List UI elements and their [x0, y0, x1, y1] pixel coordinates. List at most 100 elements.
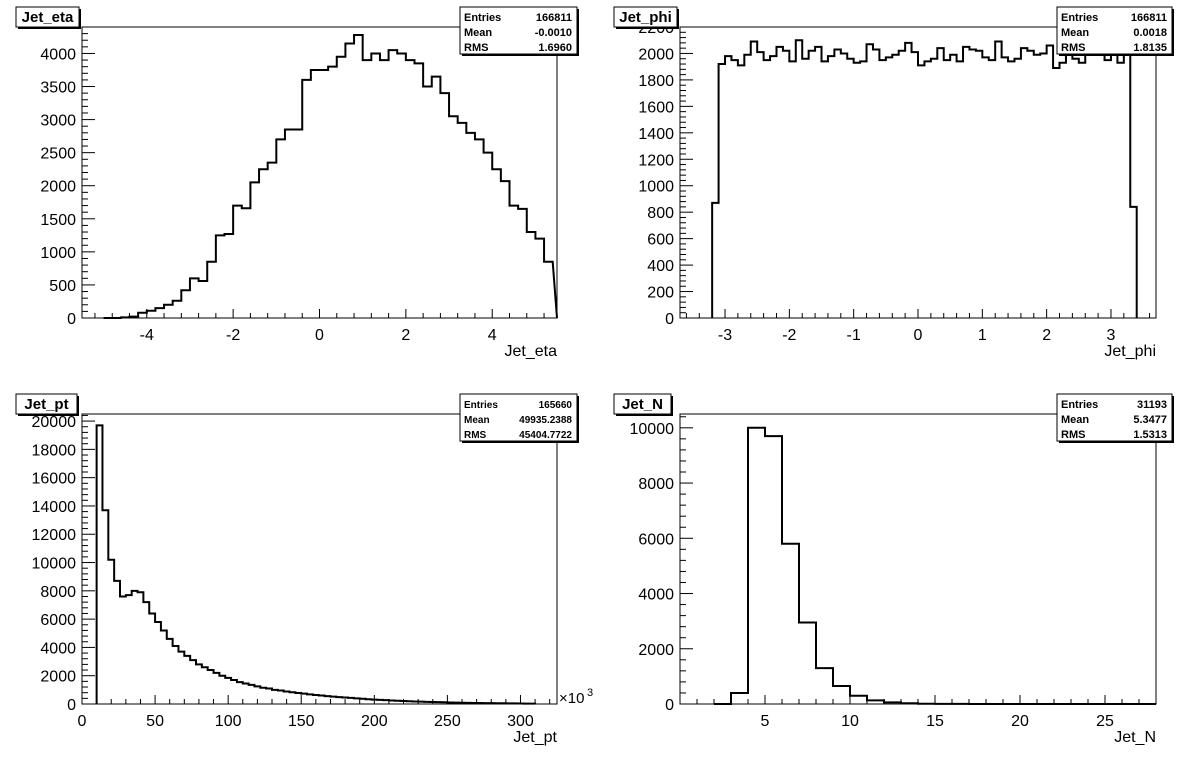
stats-value: 31193 — [1137, 399, 1167, 411]
stats-value: 45404.7722 — [519, 430, 572, 441]
y-tick-label: 2000 — [638, 46, 674, 63]
x-tick-label: 5 — [761, 713, 770, 730]
y-tick-label: 2000 — [40, 669, 76, 686]
y-tick-label: 800 — [647, 205, 674, 222]
y-tick-label: 6000 — [40, 612, 76, 629]
y-tick-label: 0 — [665, 697, 674, 714]
x-tick-label: 4 — [488, 327, 497, 344]
stats-value: 165660 — [539, 400, 573, 411]
histogram-title: Jet_pt — [24, 396, 68, 413]
stats-label: RMS — [464, 42, 488, 54]
stats-value: 1.6960 — [538, 42, 572, 54]
y-tick-label: 1000 — [40, 245, 76, 262]
stats-label: Entries — [1061, 399, 1098, 411]
plot-frame — [81, 413, 558, 705]
y-tick-label: 1800 — [638, 73, 674, 90]
x-tick-label: 0 — [914, 327, 923, 344]
x-tick-label: 200 — [361, 713, 388, 730]
stats-value: 49935.2388 — [519, 415, 572, 426]
histogram-title-box — [15, 393, 78, 415]
x-axis-exponent-power: 3 — [587, 687, 593, 699]
x-tick-label: 300 — [507, 713, 534, 730]
histogram-pad-jet-phi: 0200400600800100012001400160018002000220… — [613, 6, 1174, 360]
histogram-title-box — [15, 6, 80, 28]
stats-label: Mean — [1061, 27, 1089, 39]
y-tick-label: 6000 — [638, 531, 674, 548]
stats-box — [459, 6, 578, 55]
stats-box — [1056, 6, 1173, 55]
histogram-series — [711, 39, 1138, 318]
stats-label: Mean — [1061, 414, 1089, 426]
stats-label: Mean — [464, 415, 490, 426]
y-tick-label: 12000 — [32, 527, 77, 544]
y-tick-label: 10000 — [630, 421, 675, 438]
y-tick-label: 200 — [647, 285, 674, 302]
x-axis-title: Jet_pt — [513, 729, 557, 746]
y-tick-label: 10000 — [32, 556, 77, 573]
x-tick-label: -3 — [718, 327, 732, 344]
x-tick-label: 50 — [146, 713, 164, 730]
x-tick-label: 0 — [315, 327, 324, 344]
y-tick-label: 2500 — [40, 146, 76, 163]
stats-label: Entries — [1061, 12, 1098, 24]
stats-label: RMS — [1061, 429, 1085, 441]
x-tick-label: -2 — [226, 327, 240, 344]
histogram-title-box — [613, 393, 672, 415]
x-tick-label: 15 — [926, 713, 944, 730]
stats-label: Mean — [464, 27, 492, 39]
stats-label: RMS — [464, 430, 487, 441]
y-tick-label: 3000 — [40, 113, 76, 130]
stats-label: RMS — [1061, 42, 1085, 54]
plot-frame — [679, 26, 1157, 319]
x-tick-label: -2 — [782, 327, 796, 344]
y-tick-label: 500 — [49, 278, 76, 295]
stats-label: Entries — [464, 12, 501, 24]
y-tick-label: 1400 — [638, 126, 674, 143]
histogram-series — [95, 424, 537, 705]
stats-label: Entries — [464, 400, 498, 411]
y-tick-label: 1500 — [40, 212, 76, 229]
stats-value: 166811 — [536, 12, 572, 24]
y-tick-label: 16000 — [32, 471, 77, 488]
x-tick-label: -4 — [140, 327, 154, 344]
stats-value: 166811 — [1131, 12, 1167, 24]
histogram-title: Jet_phi — [619, 9, 672, 26]
y-tick-label: 8000 — [638, 476, 674, 493]
histogram-title: Jet_N — [622, 396, 663, 413]
x-tick-label: 0 — [78, 713, 87, 730]
stats-value: 5.3477 — [1133, 414, 1167, 426]
histogram-title: Jet_eta — [22, 9, 74, 26]
stats-value: 1.8135 — [1133, 42, 1167, 54]
x-axis-title: Jet_N — [1114, 729, 1156, 746]
y-tick-label: 14000 — [32, 499, 77, 516]
x-tick-label: 25 — [1096, 713, 1114, 730]
stats-value: 1.5313 — [1133, 429, 1167, 441]
y-tick-label: 8000 — [40, 584, 76, 601]
x-tick-label: 2 — [401, 327, 410, 344]
x-tick-label: 150 — [288, 713, 315, 730]
y-tick-label: 18000 — [32, 442, 77, 459]
x-axis-title: Jet_eta — [505, 343, 558, 360]
stats-box — [459, 393, 578, 442]
y-tick-label: 2000 — [638, 642, 674, 659]
y-tick-label: 4000 — [40, 46, 76, 63]
y-tick-label: 4000 — [40, 640, 76, 657]
stats-value: 0.0018 — [1133, 27, 1167, 39]
y-tick-label: 1200 — [638, 152, 674, 169]
x-tick-label: 3 — [1107, 327, 1116, 344]
stats-value: -0.0010 — [535, 27, 572, 39]
y-tick-label: 1600 — [638, 99, 674, 116]
y-tick-label: 1000 — [638, 179, 674, 196]
histogram-series — [714, 426, 1156, 705]
x-tick-label: -1 — [847, 327, 861, 344]
y-tick-label: 0 — [67, 697, 76, 714]
stats-box — [1056, 393, 1173, 442]
histogram-pad-jet-pt: 0200040006000800010000120001400016000180… — [15, 393, 593, 746]
y-tick-label: 4000 — [638, 587, 674, 604]
y-tick-label: 400 — [647, 258, 674, 275]
x-axis-exponent: ×10 — [559, 690, 584, 707]
histogram-title-box — [613, 6, 678, 28]
